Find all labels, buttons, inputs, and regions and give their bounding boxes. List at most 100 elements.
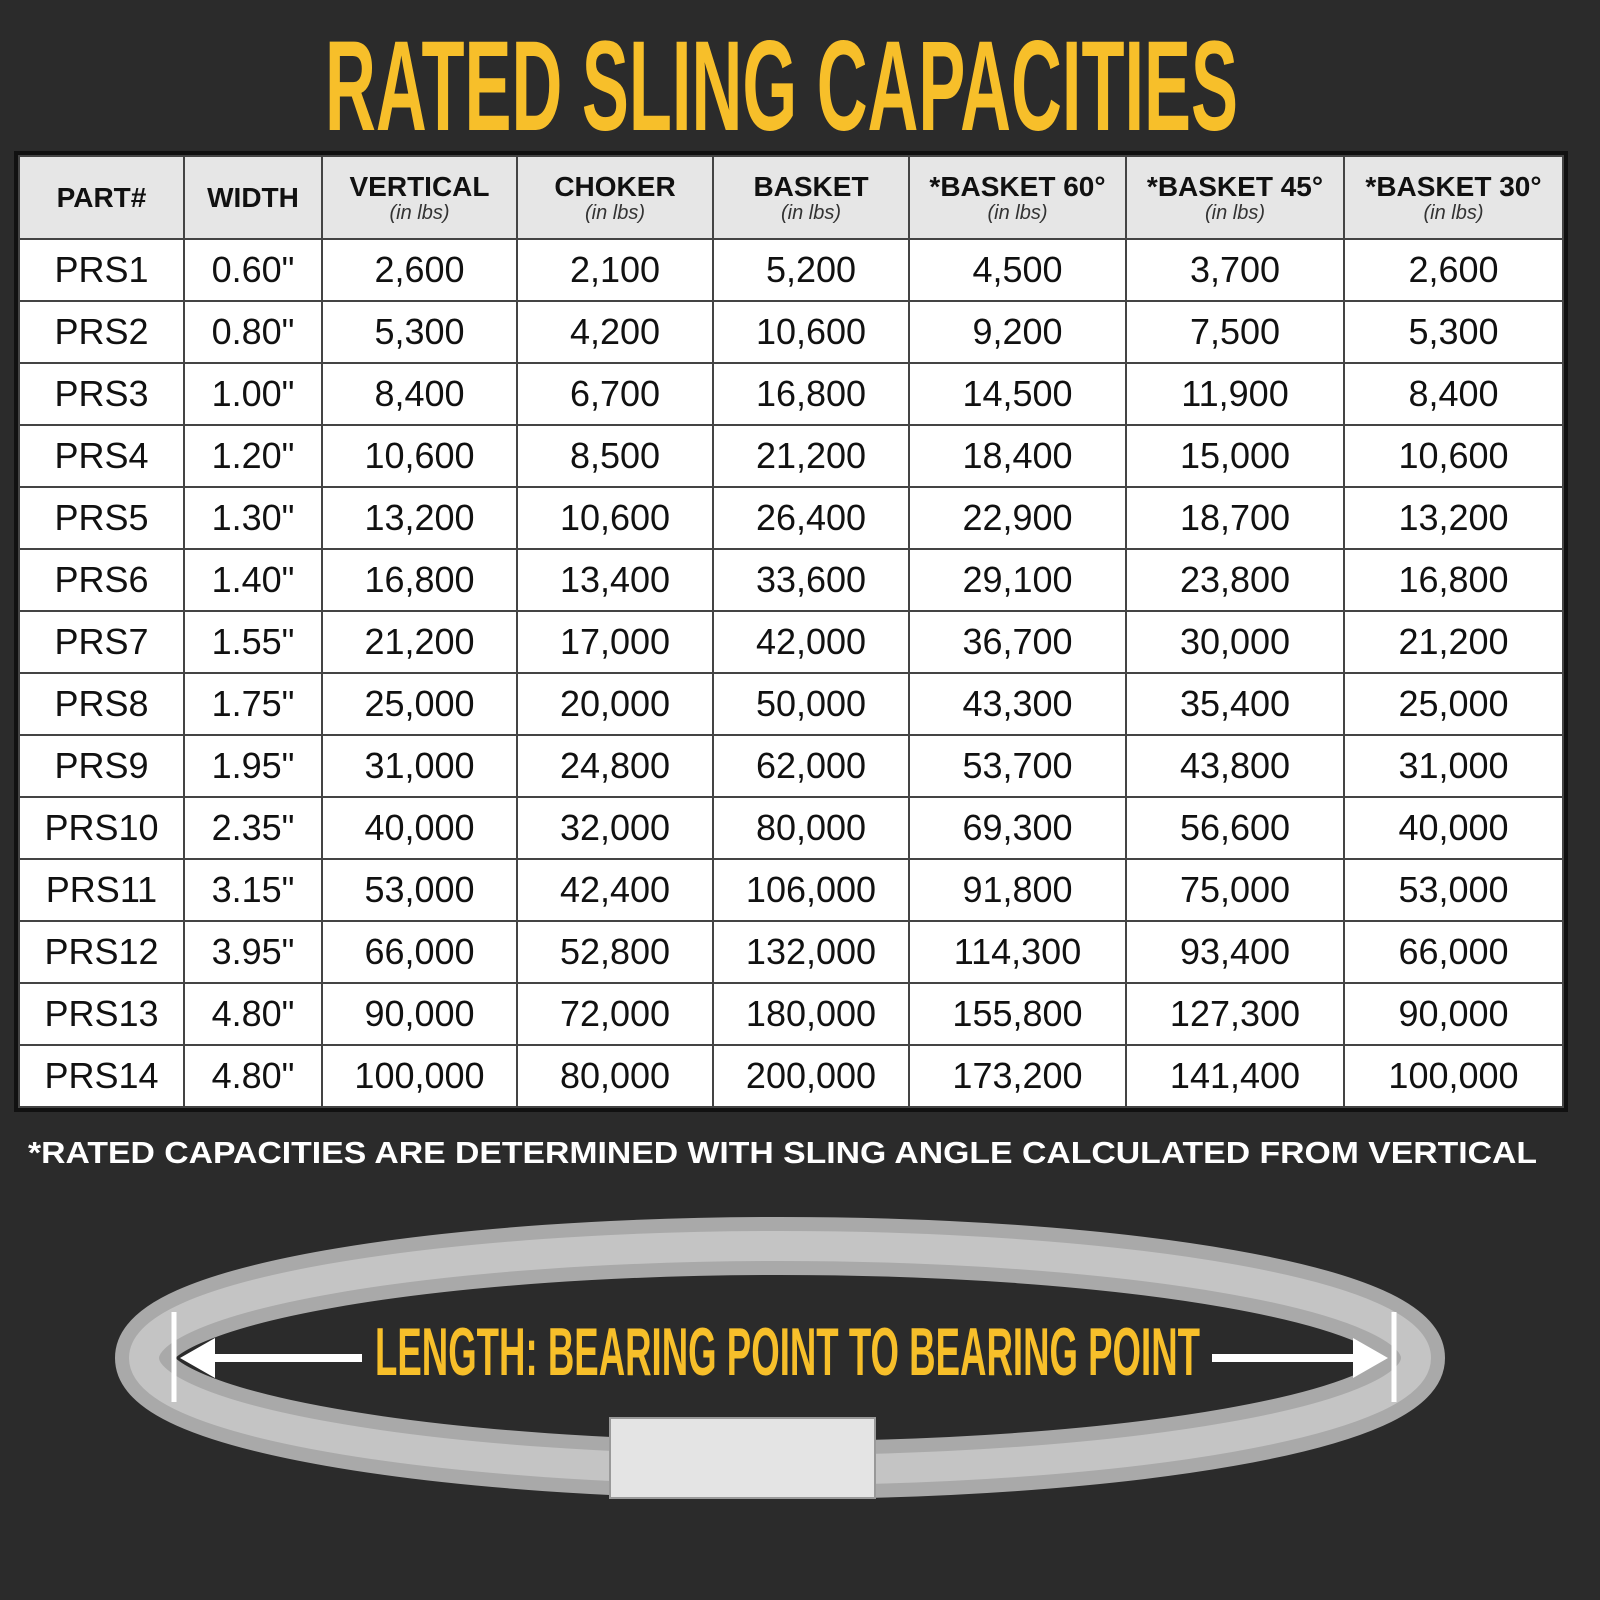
column-header: PART# (18, 155, 185, 240)
column-header-unit: (in lbs) (987, 201, 1048, 224)
table-cell: 13,200 (1343, 486, 1564, 550)
table-cell: 1.40" (183, 548, 323, 612)
table-cell: 25,000 (1343, 672, 1564, 736)
table-cell: 7,500 (1125, 300, 1345, 364)
table-cell: 1.00" (183, 362, 323, 426)
table-cell: PRS13 (18, 982, 185, 1046)
table-cell: PRS8 (18, 672, 185, 736)
table-cell: 80,000 (712, 796, 910, 860)
table-cell: 0.80" (183, 300, 323, 364)
table-cell: 127,300 (1125, 982, 1345, 1046)
table-cell: PRS10 (18, 796, 185, 860)
table-row: PRS12 3.95" 66,000 52,800 132,000 114,300 93,4… (18, 920, 1564, 984)
table-cell: 18,400 (908, 424, 1127, 488)
table-cell: PRS11 (18, 858, 185, 922)
footnote-text: *RATED CAPACITIES ARE DETERMINED WITH SL… (28, 1135, 1537, 1170)
column-header-unit: (in lbs) (780, 201, 841, 224)
table-cell: 29,100 (908, 548, 1127, 612)
table-cell: 4,200 (516, 300, 714, 364)
table-cell: 91,800 (908, 858, 1127, 922)
table-cell: PRS4 (18, 424, 185, 488)
table-cell: PRS12 (18, 920, 185, 984)
table-cell: 200,000 (712, 1044, 910, 1108)
table-cell: 26,400 (712, 486, 910, 550)
table-cell: 31,000 (1343, 734, 1564, 798)
table-cell: 3.95" (183, 920, 323, 984)
table-row: PRS10 2.35" 40,000 32,000 80,000 69,300 56,600… (18, 796, 1564, 860)
page-title-text: RATED SLING CAPACITIES (325, 15, 1238, 158)
table-cell: 141,400 (1125, 1044, 1345, 1108)
table-cell: PRS6 (18, 548, 185, 612)
column-header-unit: (in lbs) (389, 201, 450, 224)
column-header-label: PART# (56, 181, 147, 213)
sling-tag (609, 1417, 876, 1499)
table-row: PRS11 3.15" 53,000 42,400 106,000 91,800 75,00… (18, 858, 1564, 922)
column-header-label: *BASKET 45° (1146, 170, 1324, 202)
table-cell: 6,700 (516, 362, 714, 426)
table-cell: 13,200 (321, 486, 518, 550)
table-cell: 1.75" (183, 672, 323, 736)
column-header-unit: (in lbs) (584, 201, 645, 224)
table-cell: 18,700 (1125, 486, 1345, 550)
table-cell: 8,500 (516, 424, 714, 488)
table-row: PRS8 1.75" 25,000 20,000 50,000 43,300 35,400 2… (18, 672, 1564, 736)
table-cell: 1.30" (183, 486, 323, 550)
table-cell: PRS3 (18, 362, 185, 426)
table-cell: 1.20" (183, 424, 323, 488)
table-cell: 155,800 (908, 982, 1127, 1046)
table-cell: 66,000 (321, 920, 518, 984)
table-cell: 4,500 (908, 238, 1127, 302)
table-cell: 8,400 (1343, 362, 1564, 426)
table-cell: 24,800 (516, 734, 714, 798)
table-cell: 114,300 (908, 920, 1127, 984)
column-header: VERTICAL (in lbs) (321, 155, 518, 240)
table-cell: 1.55" (183, 610, 323, 674)
table-header-row: PART# WIDTH VERTICAL (in lbs) CHOKER (in lbs)… (18, 155, 1564, 240)
table-cell: PRS7 (18, 610, 185, 674)
footnote: *RATED CAPACITIES ARE DETERMINED WITH SL… (28, 1135, 1537, 1171)
table-cell: 15,000 (1125, 424, 1345, 488)
column-header-label: WIDTH (207, 181, 299, 213)
table-cell: 53,000 (1343, 858, 1564, 922)
table-cell: 72,000 (516, 982, 714, 1046)
table-cell: 10,600 (712, 300, 910, 364)
column-header-label: *BASKET 60° (929, 170, 1106, 202)
table-cell: 10,600 (516, 486, 714, 550)
table-cell: 16,800 (712, 362, 910, 426)
page-title: RATED SLING CAPACITIES (325, 22, 1238, 152)
table-cell: 1.95" (183, 734, 323, 798)
column-header: *BASKET 60° (in lbs) (908, 155, 1127, 240)
table-cell: 90,000 (1343, 982, 1564, 1046)
table-cell: 69,300 (908, 796, 1127, 860)
table-row: PRS7 1.55" 21,200 17,000 42,000 36,700 30,000 2… (18, 610, 1564, 674)
table-cell: PRS5 (18, 486, 185, 550)
table-cell: 21,200 (712, 424, 910, 488)
table-cell: 40,000 (321, 796, 518, 860)
table-cell: 42,000 (712, 610, 910, 674)
table-cell: 75,000 (1125, 858, 1345, 922)
table-cell: PRS9 (18, 734, 185, 798)
table-cell: 66,000 (1343, 920, 1564, 984)
column-header: *BASKET 30° (in lbs) (1343, 155, 1564, 240)
column-header-label: BASKET (753, 170, 869, 202)
table-cell: 90,000 (321, 982, 518, 1046)
column-header: BASKET (in lbs) (712, 155, 910, 240)
column-header: CHOKER (in lbs) (516, 155, 714, 240)
table-cell: PRS14 (18, 1044, 185, 1108)
table-cell: 40,000 (1343, 796, 1564, 860)
table-cell: 17,000 (516, 610, 714, 674)
table-cell: 25,000 (321, 672, 518, 736)
table-cell: 33,600 (712, 548, 910, 612)
column-header-label: CHOKER (554, 170, 676, 202)
table-cell: 21,200 (1343, 610, 1564, 674)
table-row: PRS13 4.80" 90,000 72,000 180,000 155,800 127,… (18, 982, 1564, 1046)
table-cell: 23,800 (1125, 548, 1345, 612)
table-cell: 52,800 (516, 920, 714, 984)
table-cell: 2,600 (1343, 238, 1564, 302)
table-cell: 5,200 (712, 238, 910, 302)
column-header-unit: (in lbs) (1423, 201, 1484, 224)
table-cell: 3,700 (1125, 238, 1345, 302)
table-cell: 100,000 (1343, 1044, 1564, 1108)
table-cell: 16,800 (321, 548, 518, 612)
table-cell: 4.80" (183, 1044, 323, 1108)
